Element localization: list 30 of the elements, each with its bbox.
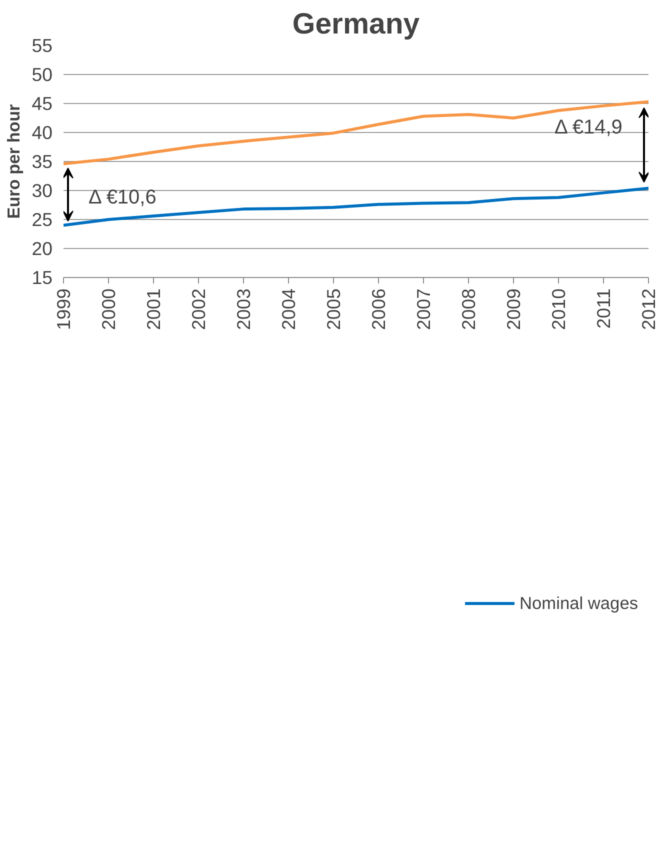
x-tick-label: 2002 [188, 288, 209, 330]
x-tick-label: 2005 [323, 288, 344, 330]
annotation: Δ €10,6 [88, 186, 156, 209]
x-tick-label: 2007 [413, 288, 434, 330]
annotation: Δ €14,9 [554, 116, 622, 139]
y-tick-label: 25 [32, 209, 53, 230]
line-series [64, 186, 648, 227]
chart-title: Germany [292, 8, 420, 40]
x-tick-label: 2009 [503, 288, 524, 330]
x-tick-label: 2000 [98, 288, 119, 330]
y-tick-label: 40 [32, 122, 53, 143]
x-tick-label: 1999 [53, 288, 74, 330]
x-tick-label: 2008 [458, 288, 479, 330]
y-tick-label: 15 [32, 267, 53, 288]
y-tick-label: 30 [32, 180, 53, 201]
y-tick-label: 55 [32, 35, 53, 56]
y-axis-title: Euro per hour [4, 104, 24, 219]
legend-label: Nominal wages [520, 592, 638, 614]
y-tick-label: 50 [32, 64, 53, 85]
x-tick-label: 2012 [638, 288, 659, 330]
y-tick-label: 35 [32, 151, 53, 172]
x-tick-label: 2010 [548, 288, 569, 330]
x-tick-label: 2011 [593, 288, 614, 329]
x-tick-label: 2001 [143, 288, 164, 330]
y-tick-label: 20 [32, 238, 53, 259]
x-tick-label: 2004 [278, 288, 299, 330]
line-series [64, 100, 648, 166]
x-tick-label: 2003 [233, 288, 254, 330]
x-tick-label: 2006 [368, 288, 389, 330]
y-tick-label: 45 [32, 93, 53, 114]
